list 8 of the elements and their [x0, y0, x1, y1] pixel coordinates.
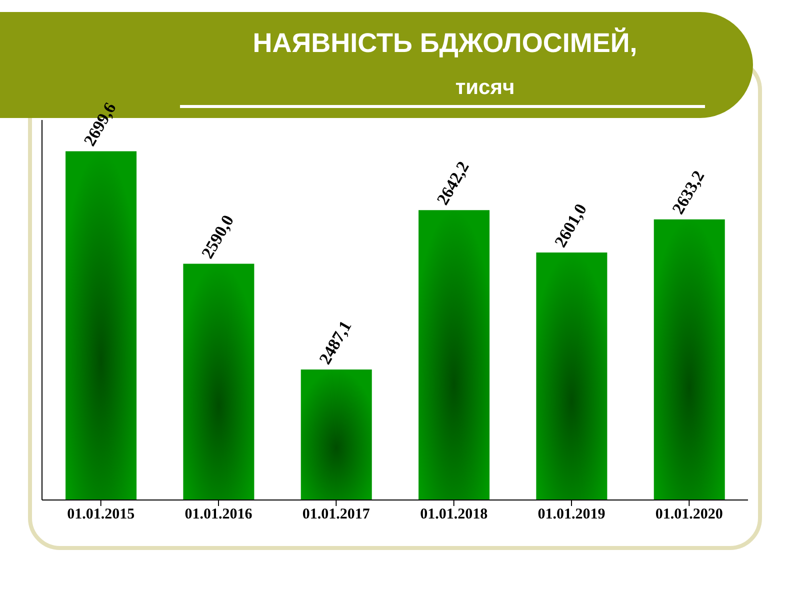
- x-tick-label: 01.01.2020: [655, 506, 723, 523]
- chart-title: НАЯВНІСТЬ БДЖОЛОСІМЕЙ,: [252, 28, 638, 59]
- x-tick-label: 01.01.2017: [302, 506, 370, 523]
- x-tick-label: 01.01.2019: [538, 506, 606, 523]
- x-tick-label: 01.01.2015: [67, 506, 135, 523]
- x-tick-label: 01.01.2018: [420, 506, 488, 523]
- chart-subtitle: тисяч: [454, 76, 516, 100]
- x-tick-label: 01.01.2016: [184, 506, 253, 523]
